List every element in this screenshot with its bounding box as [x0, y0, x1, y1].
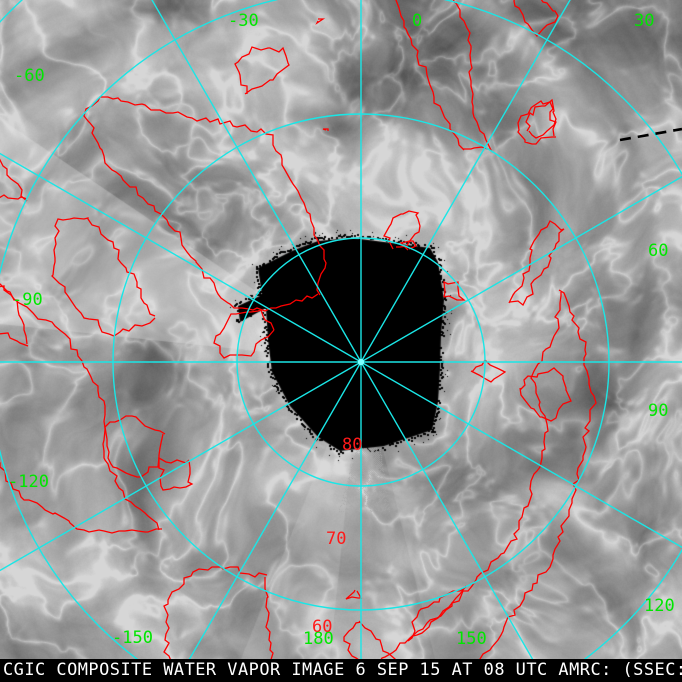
coastline-wrangel — [345, 589, 363, 600]
coastline-iceland — [234, 46, 290, 95]
coastline-chukotka — [343, 620, 405, 682]
latitude-label-70: 70 — [326, 529, 347, 549]
dashed-track-line — [619, 127, 682, 142]
meridian-120 — [360, 361, 682, 549]
caption-bar: CGIC COMPOSITE WATER VAPOR IMAGE 6 SEP 1… — [0, 659, 682, 682]
coastline-canada-arctic — [0, 285, 162, 534]
coastline-taymyr — [519, 367, 572, 422]
coastline-baffin — [51, 217, 156, 337]
longitude-label-90: 90 — [648, 401, 669, 421]
longitude-label-60: 60 — [648, 241, 669, 261]
meridian-300 — [0, 152, 362, 363]
coastline-europe-coast — [513, 0, 559, 38]
longitude-label-150: 150 — [456, 629, 487, 649]
longitude-label-180: 180 — [303, 629, 334, 649]
coastline-faroe — [315, 18, 326, 25]
coastline-ellesmere — [213, 309, 275, 359]
coastline-greenland — [83, 96, 327, 312]
longitude-label-neg60: -60 — [14, 66, 45, 86]
coastline-banks-island — [158, 456, 194, 491]
longitude-label-30: 30 — [634, 11, 655, 31]
coastline-scandinavia — [395, 0, 493, 152]
longitude-label-neg120: -120 — [8, 472, 49, 492]
annotation-layer — [619, 127, 682, 142]
longitude-label-neg30: -30 — [228, 11, 259, 31]
coastline-nordaustlandet — [399, 240, 417, 251]
meridian-150 — [360, 361, 547, 682]
coastline-kolyma-coast — [407, 585, 467, 642]
longitude-label-0: 0 — [412, 11, 423, 31]
longitude-label-neg90: -90 — [12, 290, 43, 310]
coastline-novaya-zemlya — [508, 220, 565, 307]
meridian-240 — [0, 361, 362, 572]
longitude-label-neg150: -150 — [112, 628, 153, 648]
coastline-severnaya-zemlya — [470, 358, 507, 383]
coastline-white-sea — [517, 100, 557, 145]
coastline-urals-lake — [525, 98, 557, 139]
coastline-jan-mayen — [322, 128, 329, 131]
meridian-210 — [175, 361, 362, 682]
longitude-label-120: 120 — [644, 596, 675, 616]
coastline-franz-josef — [443, 280, 466, 301]
meridian-330 — [151, 0, 362, 363]
latitude-label-80: 80 — [342, 435, 363, 455]
north-pole-marker — [357, 358, 365, 366]
meridian-30 — [360, 0, 571, 363]
caption-text: CGIC COMPOSITE WATER VAPOR IMAGE 6 SEP 1… — [2, 660, 682, 680]
coastline-siberia-north — [363, 289, 597, 682]
coastline-victoria-island — [104, 415, 166, 478]
coastline-hudson-bay — [0, 283, 29, 347]
meridian-60 — [360, 175, 682, 363]
latitude-label-60: 60 — [312, 617, 333, 637]
